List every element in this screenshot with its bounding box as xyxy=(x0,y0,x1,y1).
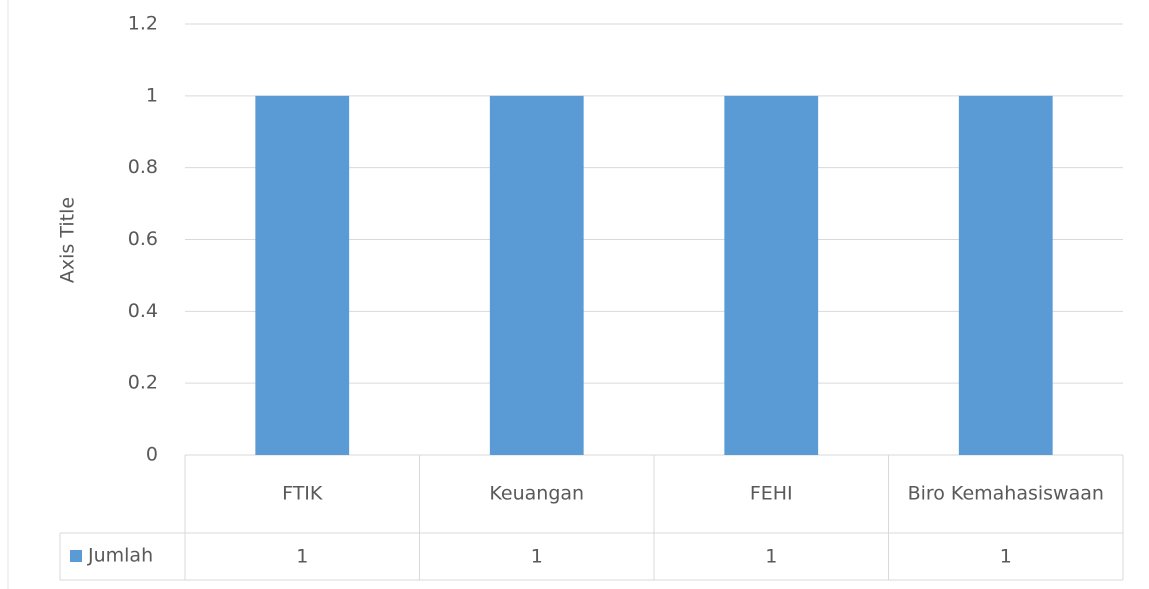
table-value: 1 xyxy=(1000,546,1012,568)
bar xyxy=(724,95,819,455)
y-tick-label: 1.2 xyxy=(128,13,158,35)
table-value: 1 xyxy=(531,546,543,568)
y-axis-title: Axis Title xyxy=(57,197,79,283)
table-value: 1 xyxy=(765,546,777,568)
legend-key xyxy=(70,550,82,562)
x-tick-label: FTIK xyxy=(282,483,323,505)
y-tick-label: 0 xyxy=(146,444,158,466)
legend-label: Jumlah xyxy=(87,545,153,567)
y-tick-label: 0.4 xyxy=(128,300,158,322)
y-tick-label: 0.2 xyxy=(128,372,158,394)
y-tick-label: 1 xyxy=(146,84,158,106)
bar xyxy=(958,95,1053,455)
x-tick-label: Keuangan xyxy=(489,483,584,505)
y-tick-label: 0.6 xyxy=(128,228,158,250)
x-tick-label: Biro Kemahasiswaan xyxy=(908,483,1104,505)
bar xyxy=(255,95,350,455)
x-tick-label: FEHI xyxy=(750,483,793,505)
bar xyxy=(489,95,584,455)
table-value: 1 xyxy=(296,546,308,568)
y-tick-label: 0.8 xyxy=(128,156,158,178)
